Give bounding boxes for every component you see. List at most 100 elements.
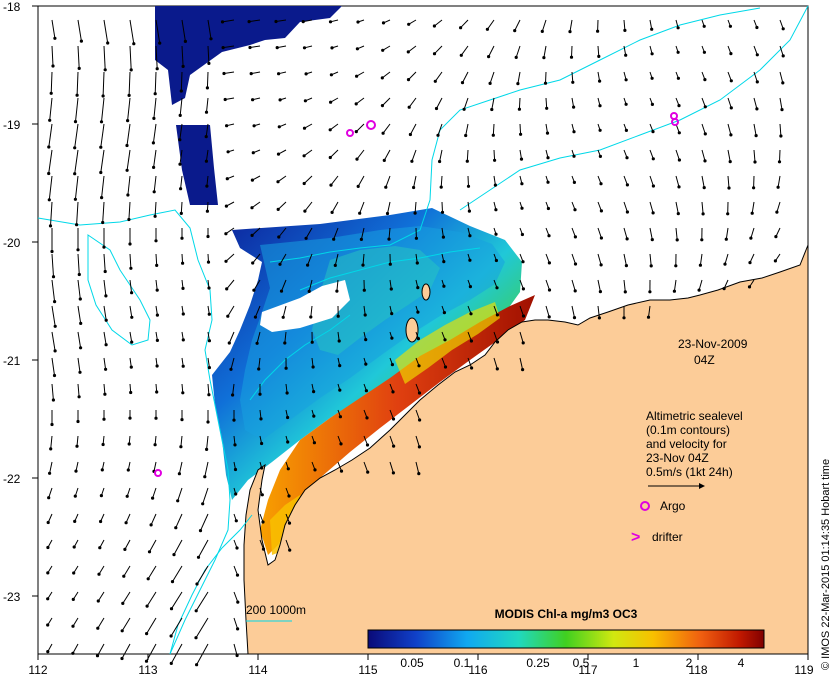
velocity-arrow <box>572 46 573 57</box>
velocity-arrow-head <box>208 366 211 369</box>
velocity-arrow-head <box>122 575 125 578</box>
velocity-arrow-head <box>495 259 498 262</box>
velocity-arrow-head <box>678 131 681 134</box>
velocity-arrow-head <box>251 234 254 237</box>
velocity-arrow-head <box>46 571 49 574</box>
velocity-arrow-head <box>780 108 783 111</box>
velocity-arrow-head <box>148 550 151 553</box>
velocity-arrow-head <box>574 235 577 238</box>
velocity-arrow-head <box>170 634 173 637</box>
velocity-arrow-head <box>303 210 306 213</box>
velocity-arrow-head <box>334 264 337 267</box>
legend-line: 0.5m/s (1kt 24h) <box>646 465 733 479</box>
velocity-arrow-head <box>234 468 237 471</box>
velocity-arrow-head <box>407 23 410 26</box>
velocity-arrow-head <box>729 133 732 136</box>
velocity-arrow-head <box>625 103 628 106</box>
velocity-arrow-head <box>54 325 57 328</box>
velocity-arrow-head <box>652 157 655 160</box>
velocity-arrow-head <box>250 72 253 75</box>
velocity-arrow-head <box>282 316 285 319</box>
velocity-arrow-head <box>781 81 784 84</box>
velocity-arrow-head <box>624 290 627 293</box>
velocity-arrow-head <box>548 315 551 318</box>
velocity-arrow-head <box>677 77 680 80</box>
velocity-arrow-head <box>179 114 182 117</box>
velocity-arrow-head <box>234 492 237 495</box>
velocity-arrow-head <box>236 627 239 630</box>
velocity-arrow-head <box>444 365 447 368</box>
colorbar-gradient <box>368 630 764 648</box>
velocity-arrow-head <box>729 25 732 28</box>
lat-axis-labels: -18 -19 -20 -21 -22 -23 <box>3 0 21 604</box>
velocity-arrow-head <box>274 20 277 23</box>
velocity-arrow <box>181 72 182 91</box>
velocity-arrow-head <box>99 520 102 523</box>
velocity-arrow-head <box>520 158 523 161</box>
colorbar-tick: 2 <box>686 656 693 670</box>
velocity-arrow-head <box>490 108 493 111</box>
legend-line: (0.1m contours) <box>646 423 730 437</box>
velocity-arrow-head <box>753 160 756 163</box>
velocity-arrow-head <box>329 20 332 23</box>
velocity-arrow-head <box>516 82 519 85</box>
velocity-arrow-head <box>435 107 438 110</box>
velocity-arrow-head <box>384 186 387 189</box>
lon-tick-label: 112 <box>28 663 47 677</box>
bathy-legend-label: 200 1000m <box>246 603 306 617</box>
velocity-arrow-head <box>47 172 50 175</box>
lon-tick-label: 116 <box>468 663 487 677</box>
velocity-arrow-head <box>652 184 655 187</box>
colorbar-tick: 0.5 <box>573 656 590 670</box>
velocity-arrow-head <box>103 393 106 396</box>
velocity-arrow-head <box>442 260 445 263</box>
velocity-arrow-head <box>46 546 49 549</box>
velocity-arrow-head <box>194 636 197 639</box>
velocity-arrow-head <box>156 364 159 367</box>
velocity-arrow-head <box>364 338 367 341</box>
velocity-arrow-head <box>206 420 209 423</box>
velocity-arrow-head <box>227 150 230 153</box>
velocity-arrow-head <box>152 166 155 169</box>
velocity-arrow-head <box>338 389 341 392</box>
velocity-arrow-head <box>678 158 681 161</box>
velocity-arrow-head <box>72 571 75 574</box>
lat-tick-label: -23 <box>3 590 21 604</box>
velocity-arrow-head <box>748 285 751 288</box>
velocity-arrow-head <box>46 597 49 600</box>
velocity-arrow-head <box>277 208 280 211</box>
velocity-arrow-head <box>752 186 755 189</box>
velocity-arrow-head <box>522 341 525 344</box>
velocity-arrow-head <box>206 86 209 89</box>
velocity-arrow-head <box>104 294 107 297</box>
argo-legend-label: Argo <box>660 499 686 513</box>
velocity-arrow-head <box>127 468 130 471</box>
velocity-arrow-head <box>46 650 49 653</box>
velocity-arrow-head <box>329 184 332 187</box>
velocity-arrow-head <box>546 181 549 184</box>
velocity-arrow-head <box>418 391 421 394</box>
velocity-arrow-head <box>99 171 102 174</box>
velocity-arrow-head <box>573 181 576 184</box>
velocity-arrow-head <box>677 26 680 29</box>
velocity-arrow-head <box>126 495 129 498</box>
velocity-arrow-head <box>572 155 575 158</box>
velocity-arrow-head <box>224 98 227 101</box>
velocity-arrow-head <box>261 493 264 496</box>
velocity-arrow-head <box>438 160 441 163</box>
velocity-arrow-head <box>469 285 472 288</box>
velocity-arrow-head <box>755 134 758 137</box>
velocity-arrow-head <box>153 190 156 193</box>
velocity-arrow-head <box>97 599 100 602</box>
velocity-arrow-head <box>755 107 758 110</box>
velocity-arrow-head <box>182 312 185 315</box>
velocity-arrow-head <box>180 212 183 215</box>
velocity-arrow-head <box>468 259 471 262</box>
velocity-arrow-head <box>51 64 54 67</box>
velocity-arrow-head <box>622 316 625 319</box>
velocity-arrow-head <box>203 475 206 478</box>
velocity-arrow-head <box>287 494 290 497</box>
velocity-arrow-head <box>71 652 74 655</box>
velocity-arrow-head <box>494 184 497 187</box>
velocity-arrow-head <box>195 582 198 585</box>
